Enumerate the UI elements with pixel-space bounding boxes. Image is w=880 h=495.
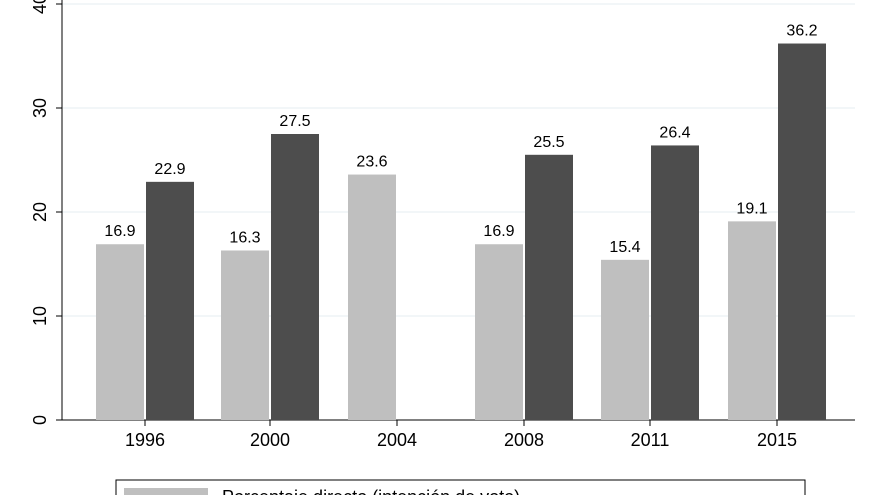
bar-2015-series-1 — [728, 221, 776, 420]
bar-2011-series-2 — [651, 145, 699, 420]
x-tick-label: 1996 — [125, 430, 165, 450]
data-label: 27.5 — [279, 113, 310, 130]
bar-2008-series-2 — [525, 154, 573, 421]
bar-2015-series-2 — [778, 43, 826, 421]
data-label: 16.3 — [229, 229, 260, 246]
legend-swatch — [124, 488, 208, 495]
data-label: 15.4 — [609, 239, 640, 256]
data-label: 16.9 — [104, 223, 135, 240]
bar-2004-series-1 — [348, 174, 396, 420]
x-tick-label: 2011 — [631, 430, 670, 450]
legend-label: Porcentaje directo (intención de voto) — [222, 487, 520, 495]
data-label: 25.5 — [533, 134, 564, 151]
data-label: 36.2 — [786, 23, 817, 40]
y-tick-label: 20 — [30, 202, 50, 222]
y-tick-label: 0 — [30, 415, 50, 425]
bar-2008-series-1 — [475, 244, 523, 420]
data-label: 19.1 — [736, 200, 767, 217]
x-tick-label: 2015 — [757, 430, 797, 450]
bar-2000-series-1 — [221, 250, 269, 420]
x-tick-label: 2000 — [250, 430, 290, 450]
bar-1996-series-1 — [96, 244, 144, 420]
data-label: 22.9 — [154, 161, 185, 178]
legend-box — [115, 479, 806, 495]
y-tick-label: 40 — [30, 0, 50, 14]
data-label: 16.9 — [483, 223, 514, 240]
bar-2000-series-2 — [271, 134, 319, 420]
data-label: 23.6 — [356, 154, 387, 171]
bar-2011-series-1 — [601, 259, 649, 420]
y-tick-label: 30 — [30, 98, 50, 118]
bar-1996-series-2 — [146, 181, 194, 420]
x-tick-label: 2004 — [377, 430, 417, 450]
x-tick-label: 2008 — [504, 430, 544, 450]
y-tick-label: 10 — [30, 306, 50, 326]
data-label: 26.4 — [659, 124, 690, 141]
